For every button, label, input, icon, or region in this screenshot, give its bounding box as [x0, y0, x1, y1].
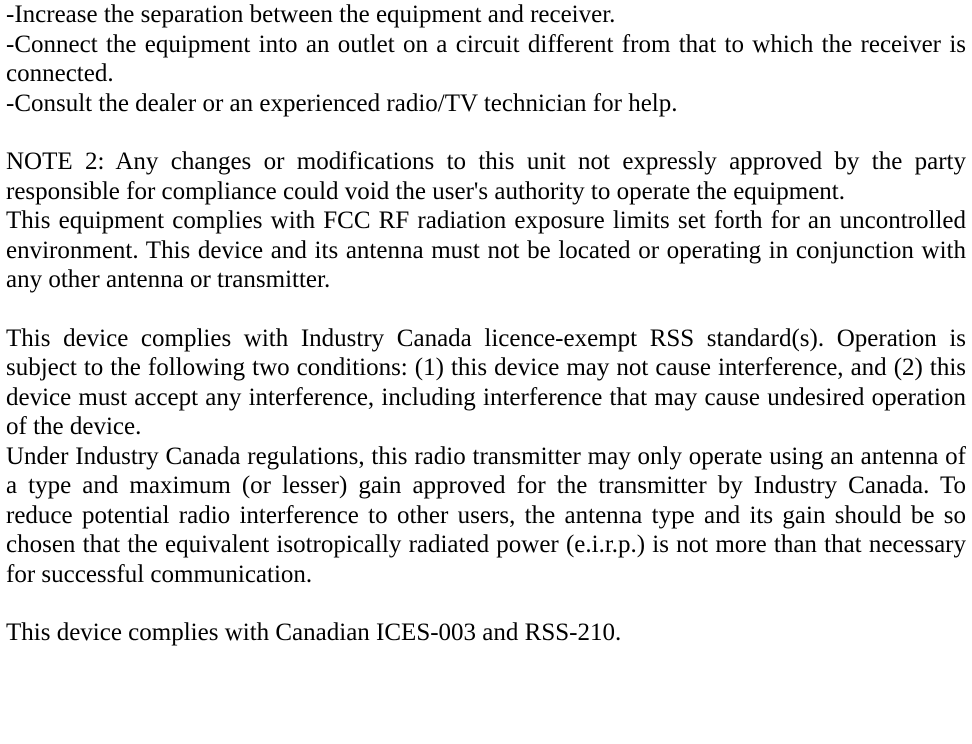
bullet-item: -Connect the equipment into an outlet on… [6, 30, 966, 89]
document-page: -Increase the separation between the equ… [0, 0, 972, 744]
ic-rss-paragraph: This device complies with Industry Canad… [6, 324, 966, 442]
ices-paragraph: This device complies with Canadian ICES-… [6, 618, 966, 648]
blank-line [6, 295, 966, 324]
ic-antenna-paragraph: Under Industry Canada regulations, this … [6, 442, 966, 590]
fcc-rf-paragraph: This equipment complies with FCC RF radi… [6, 206, 966, 295]
bullet-item: -Consult the dealer or an experienced ra… [6, 89, 966, 119]
bullet-item: -Increase the separation between the equ… [6, 0, 966, 30]
blank-line [6, 589, 966, 618]
note-2-paragraph: NOTE 2: Any changes or modifications to … [6, 147, 966, 206]
blank-line [6, 118, 966, 147]
